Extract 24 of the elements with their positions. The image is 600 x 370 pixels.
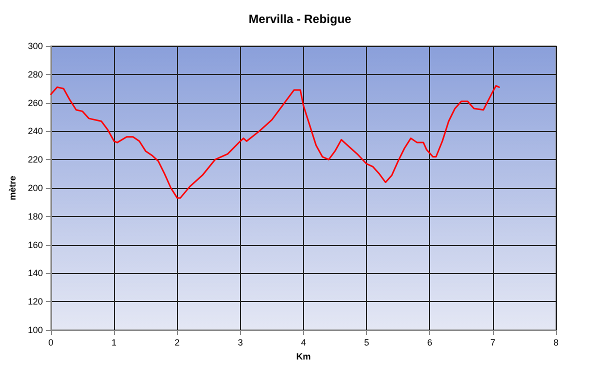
x-tick-label: 3 <box>238 338 243 348</box>
x-tick-label: 7 <box>490 338 496 348</box>
y-tick-label: 240 <box>28 126 43 136</box>
y-tick-label: 100 <box>28 325 43 335</box>
x-tick-label: 8 <box>553 338 559 348</box>
y-tick-label: 220 <box>28 154 43 165</box>
x-tick-label: 0 <box>48 338 54 348</box>
x-tick-label: 1 <box>112 338 117 348</box>
x-axis-title: Km <box>296 351 311 362</box>
y-tick-label: 140 <box>28 268 43 278</box>
chart-title: Mervilla - Rebigue <box>248 12 352 26</box>
y-tick-label: 260 <box>28 98 43 108</box>
y-tick-label: 120 <box>28 296 43 307</box>
y-tick-label: 280 <box>28 69 43 80</box>
line-series <box>50 85 500 199</box>
x-tick-label: 4 <box>300 338 306 348</box>
y-axis-title: mètre <box>8 176 18 200</box>
y-tick-label: 200 <box>28 183 43 193</box>
y-tick-label: 180 <box>28 211 43 222</box>
x-tick-label: 6 <box>427 338 432 348</box>
x-tick-label: 2 <box>174 338 180 348</box>
y-tick-label: 300 <box>28 41 43 51</box>
x-tick-label: 5 <box>364 338 370 348</box>
y-tick-label: 160 <box>28 240 43 250</box>
